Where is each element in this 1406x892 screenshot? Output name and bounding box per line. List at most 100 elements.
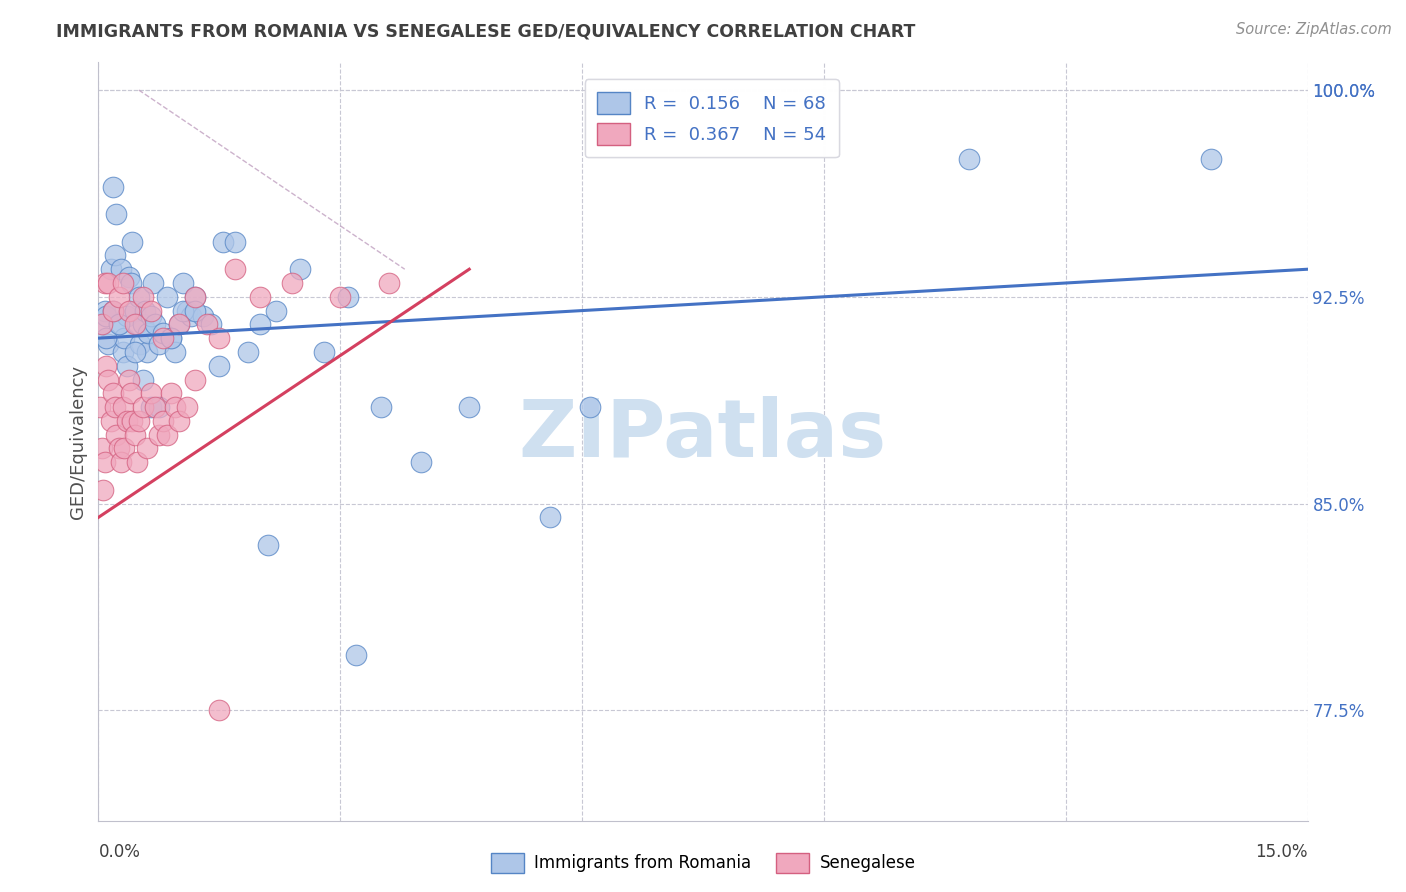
Point: [579, 400, 602, 414]
Point: [148, 400, 170, 414]
Point: [184, 372, 207, 386]
Point: [124, 345, 146, 359]
Legend: Immigrants from Romania, Senegalese: Immigrants from Romania, Senegalese: [484, 847, 922, 880]
Point: [152, 331, 174, 345]
Point: [124, 427, 146, 442]
Point: [139, 400, 162, 414]
Point: [100, 262, 122, 277]
Point: [163, 345, 186, 359]
Point: [124, 303, 146, 318]
Point: [94, 455, 117, 469]
Point: [208, 703, 231, 717]
Point: [288, 262, 311, 277]
Point: [94, 303, 117, 318]
Point: [184, 290, 207, 304]
Point: [172, 276, 194, 290]
Point: [370, 400, 392, 414]
Point: [167, 318, 190, 332]
Point: [208, 331, 231, 345]
Point: [121, 235, 143, 249]
Point: [180, 309, 202, 323]
Point: [101, 386, 124, 401]
Point: [193, 309, 215, 323]
Point: [112, 442, 135, 456]
Legend: R =  0.156    N = 68, R =  0.367    N = 54: R = 0.156 N = 68, R = 0.367 N = 54: [585, 79, 839, 157]
Point: [152, 414, 174, 428]
Point: [112, 331, 135, 345]
Text: 15.0%: 15.0%: [1256, 843, 1308, 861]
Point: [167, 414, 190, 428]
Point: [208, 359, 231, 373]
Point: [156, 290, 179, 304]
Point: [128, 290, 150, 304]
Text: ZIPatlas: ZIPatlas: [519, 396, 887, 474]
Point: [142, 276, 165, 290]
Point: [132, 372, 155, 386]
Point: [120, 386, 142, 401]
Point: [224, 262, 246, 277]
Point: [195, 318, 218, 332]
Point: [120, 276, 142, 290]
Point: [143, 318, 166, 332]
Point: [132, 400, 155, 414]
Point: [105, 207, 128, 221]
Point: [160, 331, 183, 345]
Point: [127, 318, 149, 332]
Point: [91, 483, 114, 497]
Point: [132, 290, 155, 304]
Point: [143, 400, 166, 414]
Text: Source: ZipAtlas.com: Source: ZipAtlas.com: [1236, 22, 1392, 37]
Point: [90, 318, 112, 332]
Point: [111, 400, 134, 414]
Point: [132, 318, 155, 332]
Point: [160, 331, 183, 345]
Point: [127, 455, 149, 469]
Point: [97, 336, 120, 351]
Point: [128, 414, 150, 428]
Point: [409, 455, 432, 469]
Point: [110, 262, 132, 277]
Point: [236, 345, 259, 359]
Point: [249, 290, 271, 304]
Point: [172, 303, 194, 318]
Point: [135, 442, 157, 456]
Point: [337, 290, 360, 304]
Point: [134, 303, 156, 318]
Point: [107, 318, 129, 332]
Point: [139, 309, 162, 323]
Point: [118, 372, 141, 386]
Point: [121, 414, 143, 428]
Point: [124, 318, 146, 332]
Point: [91, 318, 114, 332]
Point: [118, 270, 141, 285]
Point: [101, 303, 124, 318]
Point: [176, 400, 198, 414]
Point: [184, 290, 207, 304]
Point: [96, 359, 118, 373]
Point: [129, 336, 152, 351]
Point: [458, 400, 481, 414]
Point: [957, 152, 980, 166]
Point: [152, 326, 174, 340]
Point: [281, 276, 304, 290]
Point: [138, 326, 160, 340]
Point: [167, 318, 190, 332]
Point: [148, 427, 170, 442]
Point: [256, 538, 278, 552]
Point: [314, 345, 336, 359]
Point: [90, 442, 112, 456]
Point: [89, 400, 111, 414]
Point: [160, 386, 183, 401]
Point: [377, 276, 399, 290]
Point: [105, 427, 128, 442]
Point: [96, 309, 118, 323]
Point: [118, 303, 141, 318]
Point: [110, 455, 132, 469]
Point: [135, 345, 157, 359]
Point: [107, 290, 129, 304]
Point: [249, 318, 271, 332]
Point: [139, 303, 162, 318]
Point: [97, 276, 120, 290]
Point: [163, 400, 186, 414]
Point: [101, 303, 124, 318]
